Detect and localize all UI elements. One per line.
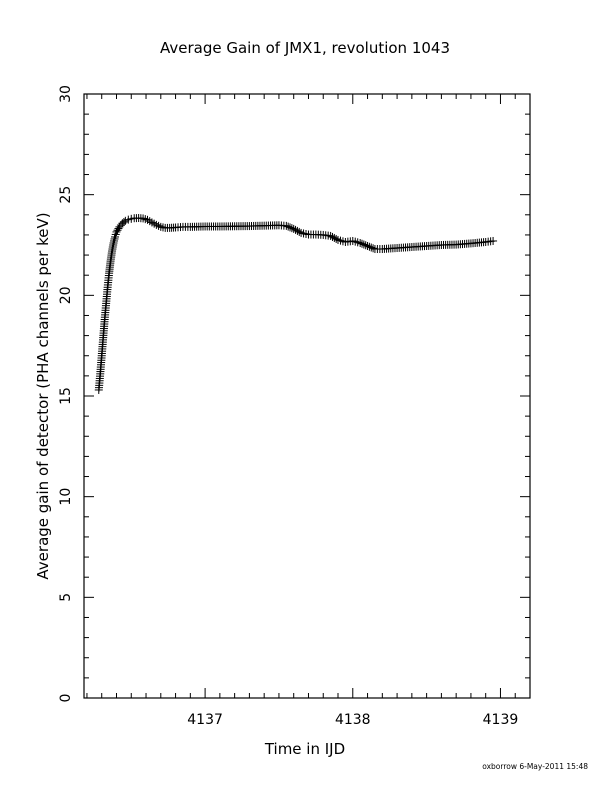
minor-ticks [84, 94, 531, 698]
data-point [365, 242, 374, 251]
x-tick-label: 4139 [483, 712, 519, 728]
data-point [330, 233, 339, 242]
y-tick-labels: 0 5 10 15 20 25 30 [58, 85, 74, 702]
y-tick-label: 25 [58, 186, 74, 204]
data-point [112, 227, 121, 236]
y-tick-label: 5 [58, 593, 74, 602]
data-point [293, 226, 302, 235]
x-tick-label: 4138 [335, 712, 371, 728]
y-axis-label: Average gain of detector (PHA channels p… [34, 212, 52, 579]
data-point [286, 223, 295, 232]
data-point [289, 224, 298, 233]
data-point [295, 227, 304, 236]
data-point [489, 236, 498, 245]
chart-title: Average Gain of JMX1, revolution 1043 [160, 39, 450, 57]
x-axis-label: Time in IJD [264, 740, 345, 758]
x-tick-label: 4137 [187, 712, 223, 728]
y-tick-label: 0 [58, 694, 74, 703]
data-point [326, 231, 335, 240]
data-point [154, 221, 163, 230]
data-series [94, 214, 498, 394]
data-point [284, 222, 293, 231]
data-point [141, 215, 150, 224]
data-point [328, 232, 337, 241]
data-point [361, 241, 370, 250]
major-ticks [84, 93, 530, 699]
data-point [287, 224, 296, 233]
data-point [358, 239, 367, 248]
x-tick-labels: 4137 4138 4139 [187, 712, 518, 728]
data-point [113, 226, 122, 235]
data-point [369, 244, 378, 253]
data-point [359, 240, 368, 249]
data-point [291, 225, 300, 234]
y-tick-label: 20 [58, 286, 74, 304]
data-point [367, 243, 376, 252]
data-point [119, 218, 128, 227]
y-tick-label: 30 [58, 85, 74, 103]
plot-frame [83, 93, 531, 699]
footer-stamp: oxborrow 6-May-2011 15:48 [482, 762, 588, 771]
y-tick-label: 10 [58, 488, 74, 506]
data-point [363, 242, 372, 251]
data-point [356, 238, 365, 247]
y-tick-label: 15 [58, 387, 74, 405]
data-point [282, 221, 291, 230]
data-point [332, 234, 341, 243]
